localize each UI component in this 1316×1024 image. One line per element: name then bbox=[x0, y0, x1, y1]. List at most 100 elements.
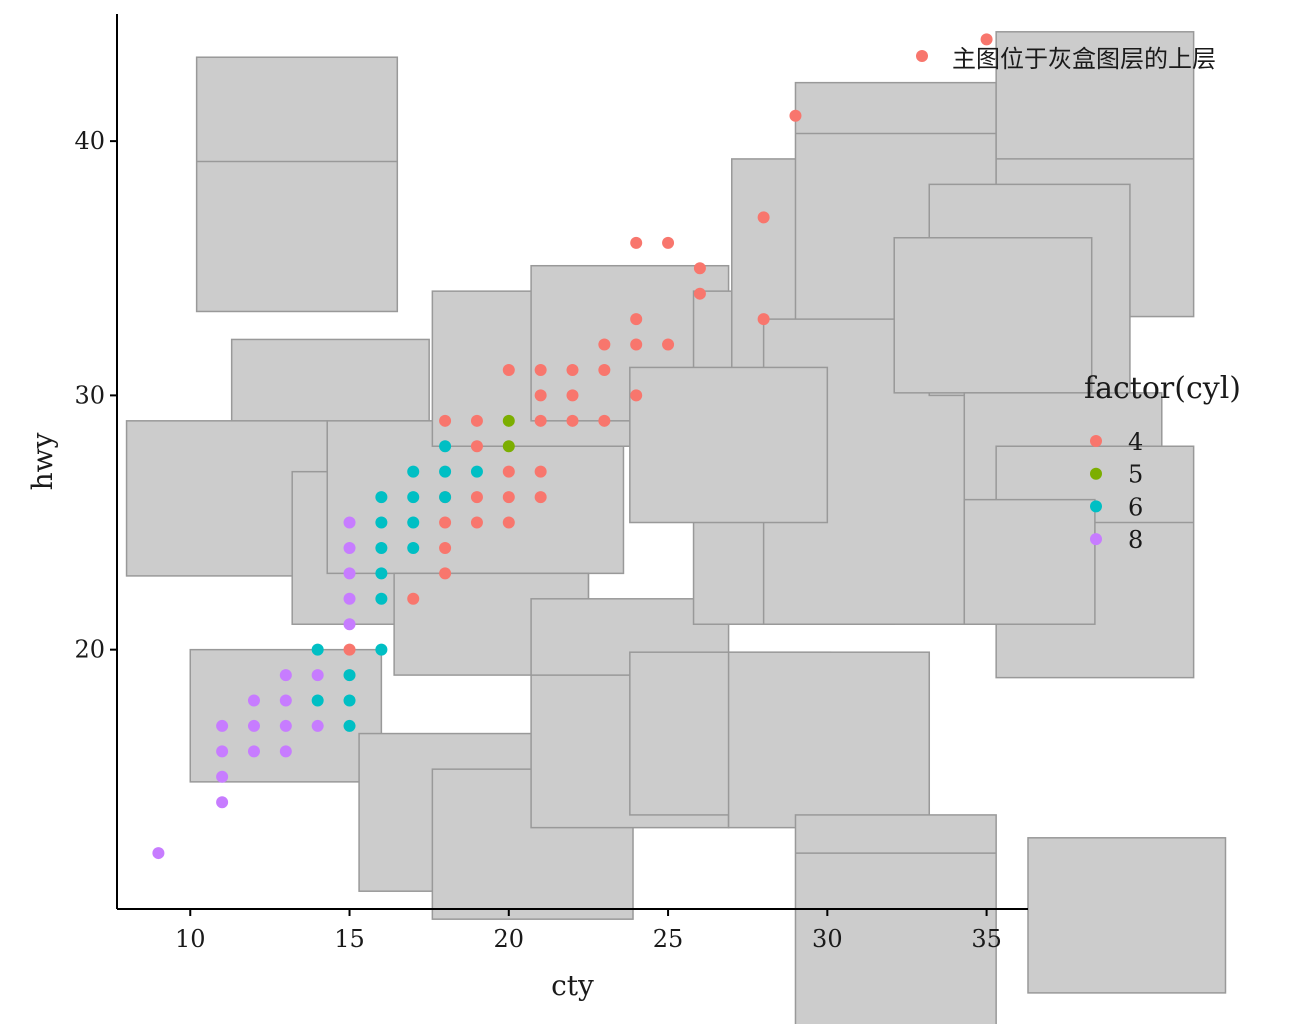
data-point-cyl-4 bbox=[566, 363, 579, 376]
background-boxes bbox=[125, 31, 1227, 1024]
data-point-cyl-4 bbox=[470, 440, 483, 453]
data-point-cyl-4 bbox=[470, 414, 483, 427]
data-point-cyl-6 bbox=[311, 694, 324, 707]
background-box bbox=[629, 366, 829, 524]
data-point-cyl-4 bbox=[630, 313, 643, 326]
x-axis-ticks: 10 15 20 25 30 35 bbox=[175, 909, 1002, 953]
data-point-cyl-6 bbox=[311, 643, 324, 656]
legend-label-8: 8 bbox=[1128, 526, 1143, 554]
legend-title: factor(cyl) bbox=[1084, 371, 1241, 406]
data-point-cyl-6 bbox=[375, 592, 388, 605]
data-point-cyl-4 bbox=[662, 236, 675, 249]
data-point-cyl-4 bbox=[502, 465, 515, 478]
data-point-cyl-4 bbox=[439, 516, 452, 529]
data-point-cyl-8 bbox=[343, 618, 356, 631]
legend-label-4: 4 bbox=[1128, 428, 1143, 456]
data-point-cyl-4 bbox=[757, 313, 770, 326]
data-point-cyl-4 bbox=[439, 414, 452, 427]
data-point-cyl-4 bbox=[693, 287, 706, 300]
y-tick-label: 30 bbox=[74, 381, 105, 409]
data-point-cyl-4 bbox=[980, 33, 993, 46]
legend-key-8 bbox=[1090, 533, 1102, 546]
data-point-cyl-8 bbox=[343, 541, 356, 554]
data-point-cyl-6 bbox=[407, 516, 420, 529]
legend-key-4 bbox=[1090, 435, 1102, 447]
data-point-cyl-4 bbox=[566, 414, 579, 427]
data-point-cyl-4 bbox=[534, 465, 547, 478]
background-box bbox=[1027, 837, 1227, 994]
data-point-cyl-8 bbox=[152, 847, 165, 860]
data-point-cyl-6 bbox=[375, 491, 388, 504]
data-point-cyl-6 bbox=[407, 541, 420, 554]
data-point-cyl-4 bbox=[566, 389, 579, 402]
data-point-cyl-4 bbox=[502, 491, 515, 504]
data-point-cyl-8 bbox=[279, 719, 292, 732]
y-axis-title: hwy bbox=[26, 432, 59, 490]
annotation-label: 主图位于灰盒图层的上层 bbox=[952, 45, 1216, 73]
data-point-cyl-4 bbox=[598, 363, 611, 376]
data-point-cyl-4 bbox=[534, 491, 547, 504]
x-tick-label: 15 bbox=[334, 925, 365, 953]
data-point-cyl-4 bbox=[407, 592, 420, 605]
data-point-cyl-8 bbox=[279, 694, 292, 707]
data-point-cyl-8 bbox=[247, 745, 260, 758]
data-point-cyl-5 bbox=[502, 414, 515, 427]
data-point-cyl-8 bbox=[216, 719, 229, 732]
data-point-cyl-8 bbox=[216, 796, 229, 809]
data-point-cyl-4 bbox=[470, 491, 483, 504]
background-box bbox=[893, 237, 1093, 394]
data-point-cyl-6 bbox=[470, 465, 483, 478]
data-point-cyl-4 bbox=[343, 643, 356, 656]
legend-label-5: 5 bbox=[1128, 461, 1143, 489]
data-point-cyl-8 bbox=[311, 669, 324, 682]
x-axis-title: cty bbox=[551, 969, 594, 1002]
data-points bbox=[152, 33, 993, 860]
legend-key-5 bbox=[1090, 467, 1102, 480]
data-point-cyl-6 bbox=[343, 719, 356, 732]
data-point-cyl-8 bbox=[343, 516, 356, 529]
data-point-cyl-8 bbox=[343, 592, 356, 605]
data-point-cyl-4 bbox=[470, 516, 483, 529]
data-point-cyl-6 bbox=[407, 491, 420, 504]
data-point-cyl-4 bbox=[598, 338, 611, 351]
data-point-cyl-4 bbox=[630, 236, 643, 249]
data-point-cyl-8 bbox=[343, 567, 356, 580]
background-box bbox=[727, 651, 931, 829]
x-tick-label: 25 bbox=[653, 925, 684, 953]
data-point-cyl-6 bbox=[343, 694, 356, 707]
annotation-dot bbox=[916, 50, 928, 62]
data-point-cyl-4 bbox=[789, 109, 802, 122]
data-point-cyl-4 bbox=[534, 389, 547, 402]
data-point-cyl-4 bbox=[439, 567, 452, 580]
x-tick-label: 20 bbox=[494, 925, 525, 953]
data-point-cyl-5 bbox=[502, 440, 515, 453]
data-point-cyl-6 bbox=[343, 669, 356, 682]
data-point-cyl-8 bbox=[216, 745, 229, 758]
legend-label-6: 6 bbox=[1128, 493, 1143, 521]
data-point-cyl-6 bbox=[439, 465, 452, 478]
background-box bbox=[963, 498, 1096, 625]
data-point-cyl-6 bbox=[375, 541, 388, 554]
data-point-cyl-8 bbox=[247, 719, 260, 732]
data-point-cyl-6 bbox=[407, 465, 420, 478]
y-axis-ticks: 20 30 40 bbox=[74, 127, 117, 664]
data-point-cyl-6 bbox=[375, 643, 388, 656]
y-tick-label: 40 bbox=[74, 127, 105, 155]
data-point-cyl-4 bbox=[693, 262, 706, 275]
data-point-cyl-6 bbox=[375, 567, 388, 580]
data-point-cyl-8 bbox=[311, 719, 324, 732]
data-point-cyl-4 bbox=[534, 363, 547, 376]
data-point-cyl-4 bbox=[502, 516, 515, 529]
data-point-cyl-4 bbox=[534, 414, 547, 427]
axes: 10 15 20 25 30 35 20 30 40 cty hwy bbox=[26, 14, 1028, 1002]
data-point-cyl-4 bbox=[630, 389, 643, 402]
data-point-cyl-4 bbox=[630, 338, 643, 351]
background-box bbox=[195, 56, 399, 313]
data-point-cyl-8 bbox=[247, 694, 260, 707]
data-point-cyl-8 bbox=[279, 669, 292, 682]
data-point-cyl-6 bbox=[439, 440, 452, 453]
data-point-cyl-4 bbox=[598, 414, 611, 427]
legend: factor(cyl) 4 5 6 8 bbox=[1084, 371, 1241, 554]
data-point-cyl-6 bbox=[439, 491, 452, 504]
